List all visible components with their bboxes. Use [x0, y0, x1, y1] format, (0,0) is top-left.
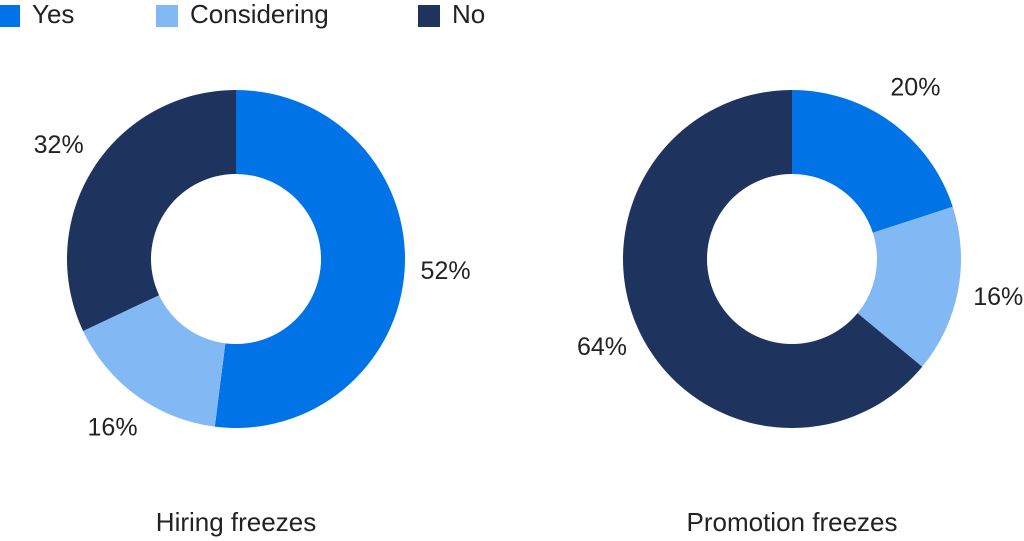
data-label: 16%	[88, 414, 138, 442]
data-label: 64%	[577, 333, 627, 361]
legend-label: Yes	[32, 0, 74, 29]
donut-segment	[792, 90, 953, 233]
donut-segment	[857, 206, 961, 367]
data-label: 16%	[973, 283, 1023, 311]
legend-swatch	[418, 5, 440, 27]
legend-swatch	[156, 5, 178, 27]
donut-segment	[623, 90, 923, 428]
data-label: 32%	[34, 131, 84, 159]
chart-title: Hiring freezes	[156, 507, 316, 537]
donut-segment	[83, 295, 226, 427]
legend-label: No	[452, 0, 485, 29]
donut-segment	[214, 90, 405, 428]
donut-segment	[66, 90, 236, 331]
legend-swatch	[0, 5, 20, 27]
chart-title: Promotion freezes	[687, 507, 898, 537]
data-label: 52%	[421, 257, 471, 285]
legend-label: Considering	[190, 0, 329, 29]
data-label: 20%	[890, 74, 940, 102]
